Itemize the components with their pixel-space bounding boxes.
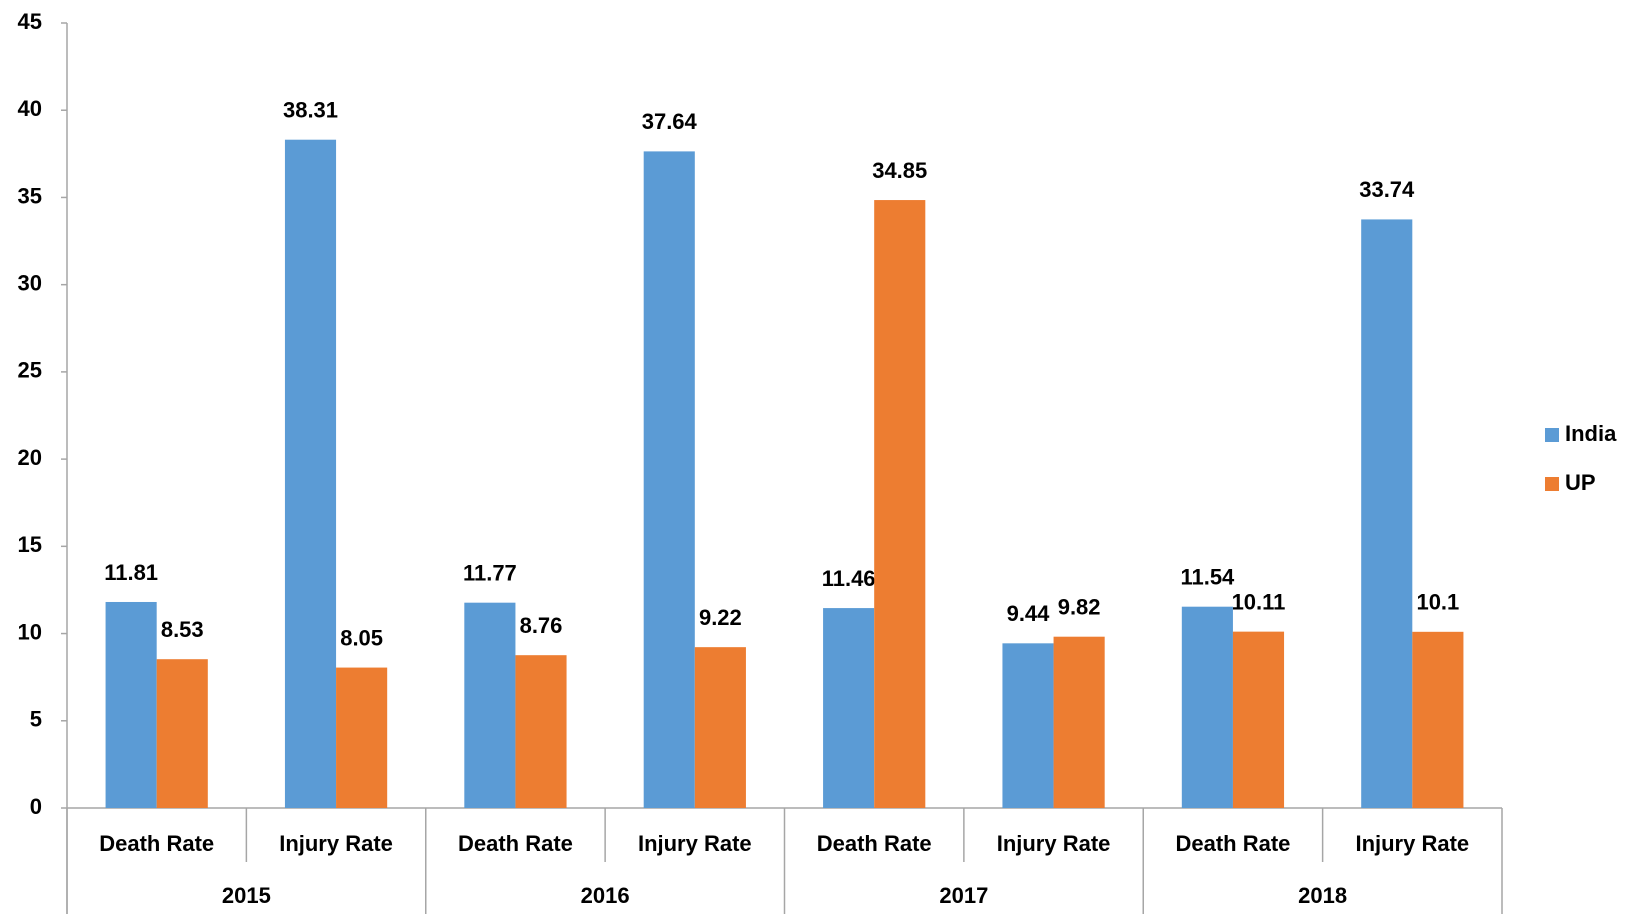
bar <box>874 200 926 809</box>
x-tick-label: Death Rate <box>1175 831 1290 856</box>
data-label: 33.74 <box>1359 177 1415 202</box>
x-tick-label: Injury Rate <box>997 831 1111 856</box>
legend-label: India <box>1565 421 1617 446</box>
data-label: 8.05 <box>340 625 383 650</box>
x-tick-label: Injury Rate <box>638 831 752 856</box>
data-label: 8.53 <box>161 617 204 642</box>
data-label: 8.76 <box>520 613 563 638</box>
x-tick-label: Injury Rate <box>1355 831 1469 856</box>
y-tick-label: 40 <box>18 96 42 121</box>
bar <box>284 139 337 808</box>
legend-swatch <box>1545 477 1559 491</box>
bar <box>515 655 567 808</box>
bar <box>336 667 388 808</box>
data-label: 38.31 <box>283 98 338 123</box>
bar <box>823 608 875 808</box>
bar <box>1412 631 1464 808</box>
y-tick-label: 10 <box>18 619 42 644</box>
data-label: 9.82 <box>1058 595 1101 620</box>
y-tick-label: 15 <box>18 532 42 557</box>
group-label: 2016 <box>581 883 630 908</box>
data-label: 37.64 <box>642 109 698 134</box>
x-tick-label: Injury Rate <box>279 831 393 856</box>
data-label: 9.44 <box>1007 601 1051 626</box>
bar <box>105 601 157 808</box>
data-label: 11.81 <box>104 560 158 585</box>
bar <box>156 659 208 808</box>
x-tick-label: Death Rate <box>817 831 932 856</box>
y-tick-label: 45 <box>18 9 42 34</box>
y-tick-label: 35 <box>18 183 42 208</box>
data-label: 9.22 <box>699 605 742 630</box>
legend-swatch <box>1545 428 1559 442</box>
bar <box>1053 636 1105 808</box>
group-label: 2015 <box>222 883 271 908</box>
y-tick-label: 20 <box>18 445 42 470</box>
bar <box>1002 643 1054 808</box>
data-label: 10.1 <box>1416 590 1459 615</box>
data-label: 11.46 <box>822 566 876 591</box>
y-tick-label: 5 <box>30 707 42 732</box>
data-label: 34.85 <box>872 158 927 183</box>
bar <box>464 602 516 808</box>
bar <box>643 151 695 808</box>
x-tick-label: Death Rate <box>458 831 573 856</box>
data-label: 11.77 <box>463 560 517 585</box>
legend-label: UP <box>1565 470 1596 495</box>
group-label: 2017 <box>939 883 988 908</box>
y-tick-label: 25 <box>18 358 42 383</box>
group-label: 2018 <box>1298 883 1347 908</box>
bar <box>694 647 746 808</box>
data-label: 10.11 <box>1232 589 1286 614</box>
bar <box>1361 219 1413 808</box>
bar <box>1232 631 1285 808</box>
x-tick-label: Death Rate <box>99 831 214 856</box>
bar <box>1181 606 1233 808</box>
y-tick-label: 0 <box>30 794 42 819</box>
y-tick-label: 30 <box>18 270 42 295</box>
data-label: 11.54 <box>1180 565 1235 590</box>
